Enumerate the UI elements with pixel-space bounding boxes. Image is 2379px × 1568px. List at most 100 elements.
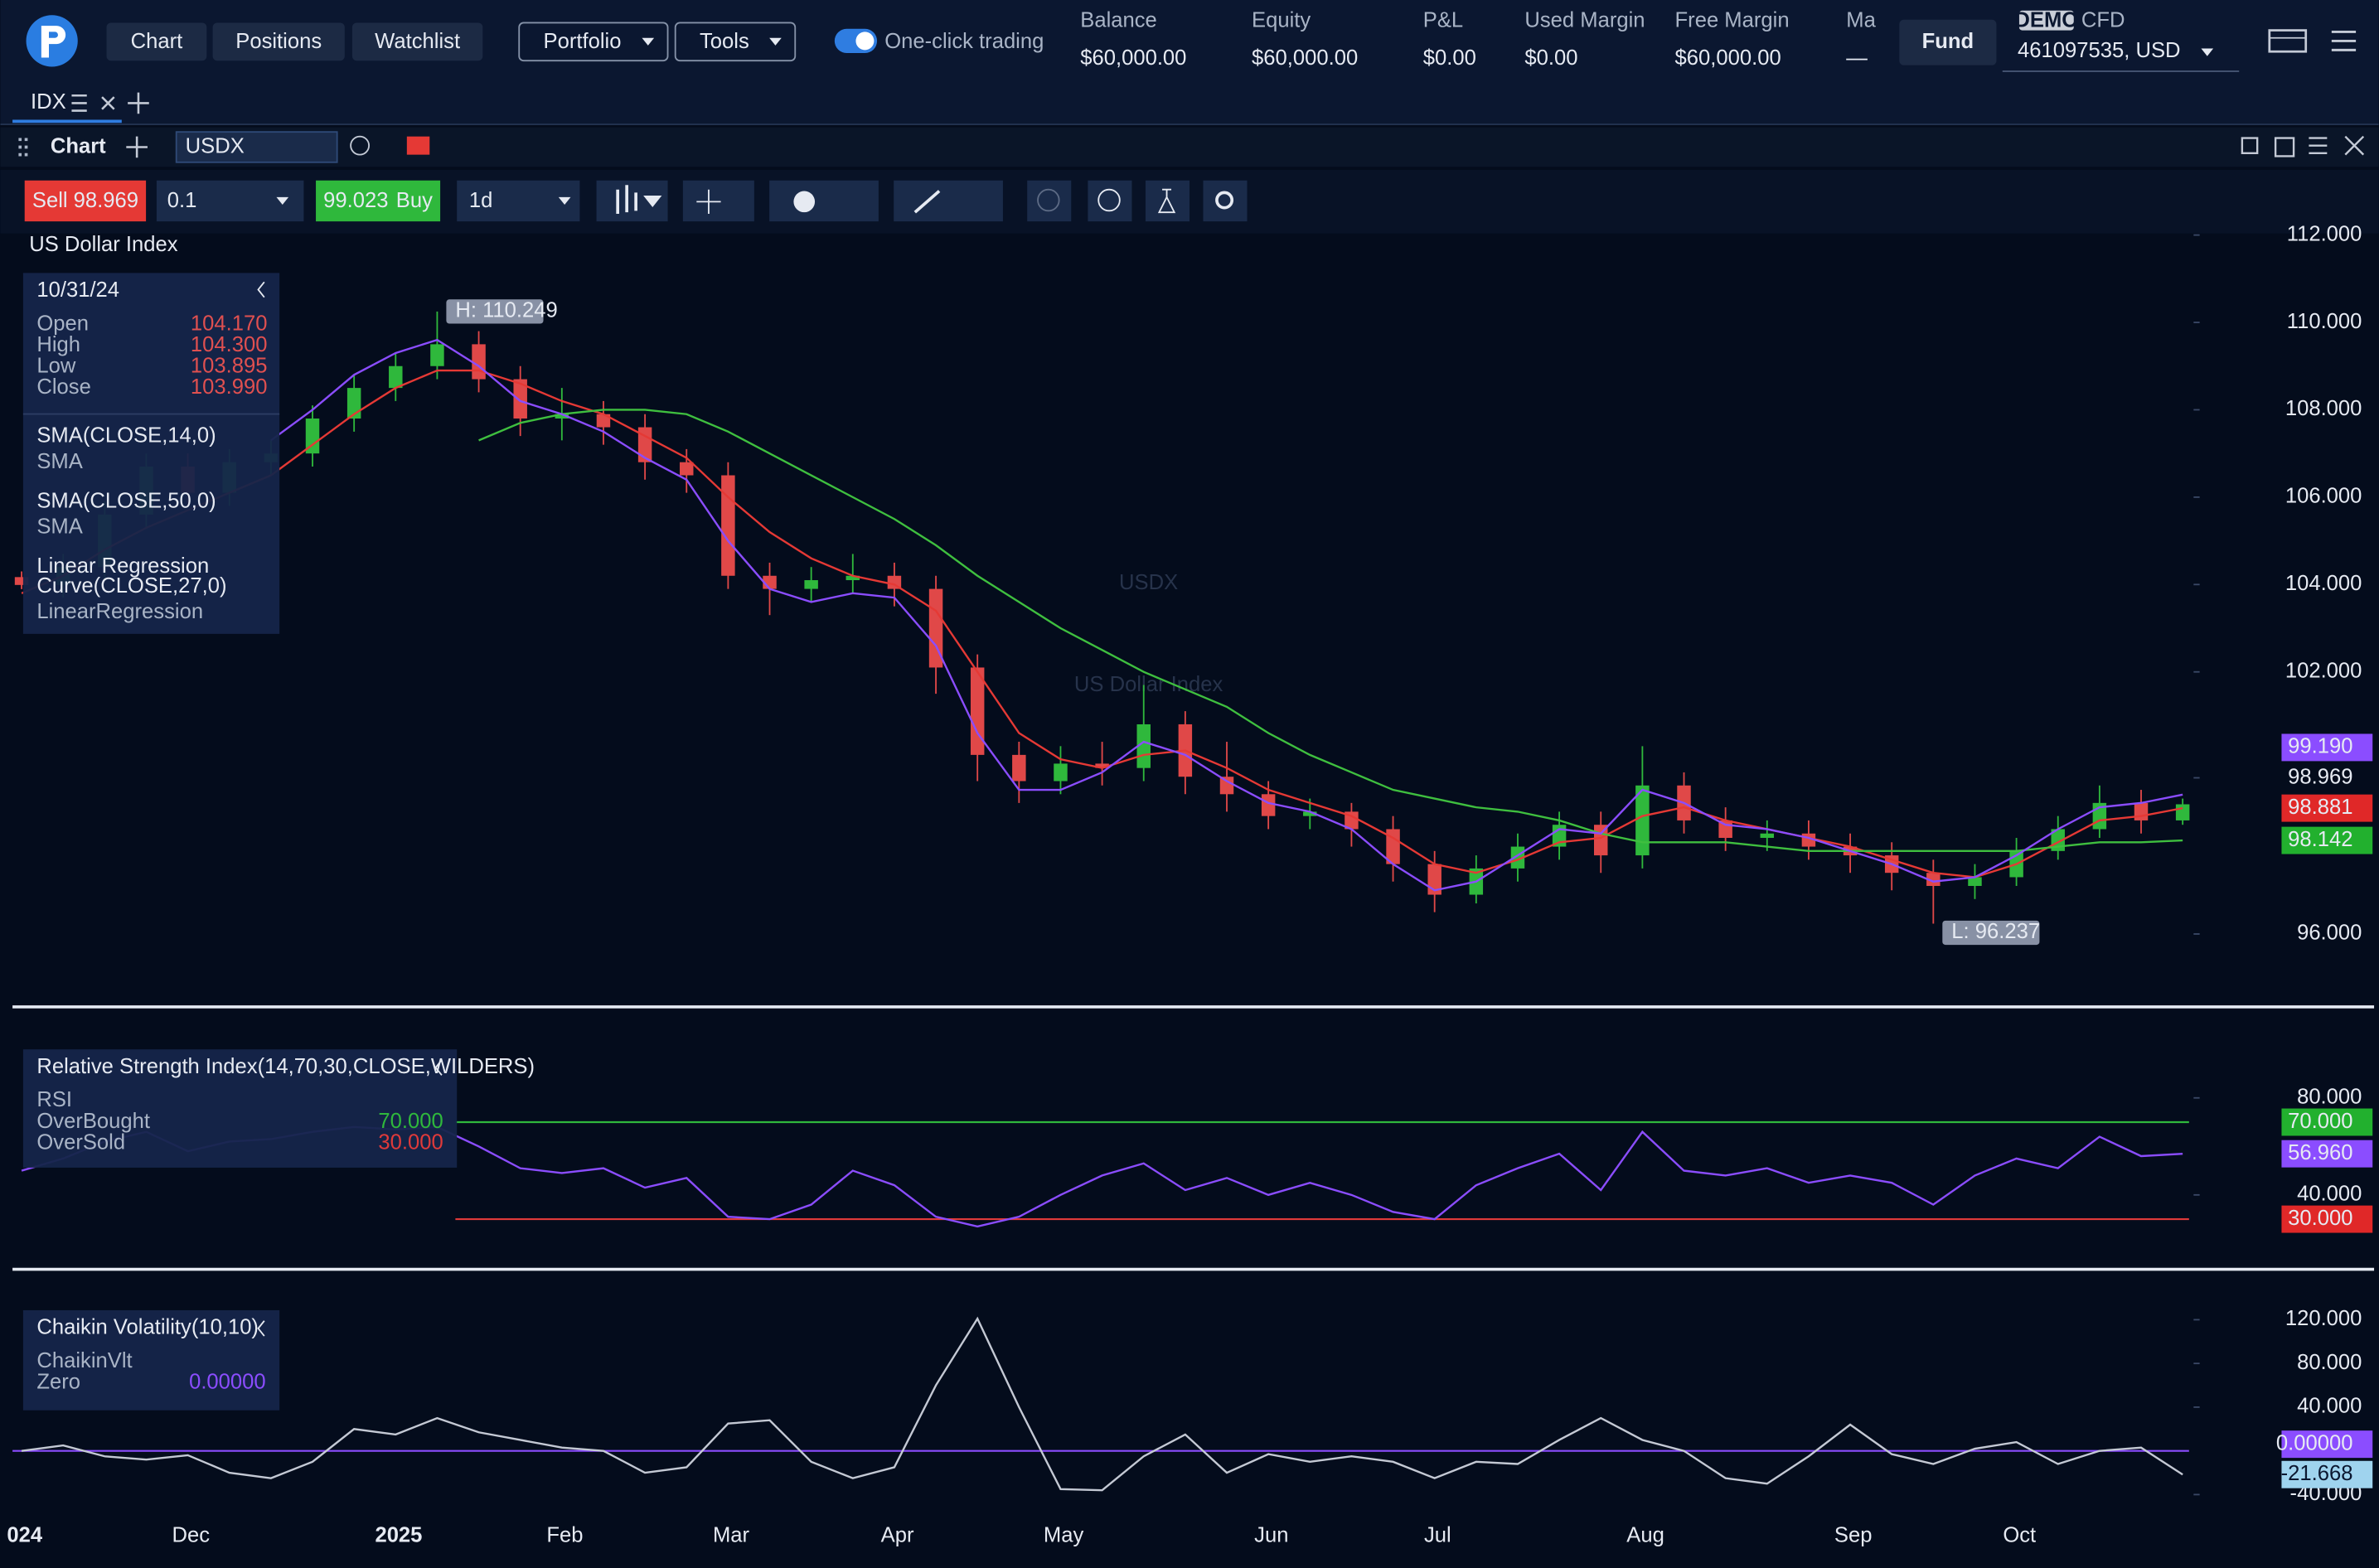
menu-icon[interactable]	[2331, 30, 2357, 51]
x-tick-label: Oct	[2003, 1523, 2036, 1546]
price-tag	[2281, 733, 2373, 762]
candle-body	[1012, 754, 1026, 782]
x-tick-label: 2025	[375, 1523, 422, 1546]
price-tag	[2281, 826, 2373, 854]
y-tick-label: 80.000	[2297, 1351, 2362, 1374]
candle-body	[1968, 877, 1982, 887]
symbol-input[interactable]	[175, 131, 338, 163]
time-icon	[793, 191, 816, 213]
nav-label: Chart	[131, 30, 183, 53]
legend-label: Zero	[36, 1371, 80, 1394]
legend-sub: ChaikinVlt	[36, 1349, 132, 1372]
account-id[interactable]: 461097535, USD	[2018, 39, 2181, 62]
candle-body	[1054, 763, 1068, 782]
menu-button[interactable]	[674, 22, 797, 62]
price-tag	[2281, 1460, 2373, 1488]
y-tick-label: 108.000	[2285, 397, 2362, 420]
panel-title: Chart	[51, 134, 106, 157]
window-icons[interactable]	[2241, 135, 2365, 157]
legend-value: 70.000	[378, 1110, 443, 1133]
demo-badge	[2018, 10, 2074, 31]
stat-value: —	[1846, 46, 1868, 70]
buy-price: 99.023	[323, 189, 388, 212]
x-tick-label: Sep	[1834, 1523, 1873, 1546]
settings-button[interactable]	[1203, 180, 1248, 222]
y-tick-label: 80.000	[2297, 1086, 2362, 1109]
quantity-select[interactable]	[156, 180, 304, 222]
stat-label: Ma	[1846, 8, 1876, 31]
candle-body	[1386, 829, 1400, 864]
candle-body	[721, 475, 735, 576]
nav-button[interactable]	[212, 22, 345, 61]
y-tick-label: 102.000	[2285, 659, 2362, 682]
account-caret	[2201, 48, 2214, 56]
demo-text: DEMO	[2014, 8, 2078, 31]
fund-button[interactable]	[1899, 19, 1997, 65]
zoom-out-button[interactable]	[1027, 180, 1072, 222]
draw-button[interactable]	[894, 180, 1003, 222]
sell-button[interactable]	[24, 180, 147, 222]
interval-select[interactable]	[457, 180, 580, 222]
candle-body	[1095, 763, 1109, 768]
price-tag	[2281, 1205, 2373, 1233]
crosshair-icon	[696, 189, 721, 214]
stat-label: Used Margin	[1524, 8, 1645, 31]
studies-button[interactable]	[1145, 180, 1190, 222]
candle-body	[305, 419, 320, 454]
info-value: 104.170	[191, 312, 268, 335]
price-tag-label: 98.881	[2288, 796, 2352, 819]
tab-icons[interactable]	[71, 92, 149, 114]
sell-price: 98.969	[74, 189, 138, 212]
x-tick-label: Mar	[713, 1523, 750, 1546]
menu-button[interactable]	[518, 22, 669, 62]
collapse-icon[interactable]	[257, 281, 265, 298]
price-tag	[2281, 794, 2373, 822]
settings-icon	[1215, 191, 1234, 210]
candle-body	[14, 577, 29, 585]
legend-sub: RSI	[36, 1088, 72, 1111]
stat-label: Free Margin	[1675, 8, 1790, 31]
buy-button[interactable]	[316, 180, 441, 222]
nav-button[interactable]	[106, 22, 207, 61]
legend-panel	[22, 1309, 280, 1411]
info-value: 103.990	[191, 375, 268, 399]
x-tick-label: Feb	[546, 1523, 583, 1546]
y-tick-label: 110.000	[2287, 310, 2362, 333]
time-button[interactable]	[769, 180, 879, 222]
account-kind: CFD	[2081, 8, 2125, 31]
collapse-icon[interactable]	[257, 1320, 265, 1337]
add-icon[interactable]	[126, 136, 148, 158]
candle-body	[680, 462, 694, 476]
x-tick-label: Jul	[1424, 1523, 1451, 1546]
indicator-name: Curve(CLOSE,27,0)	[36, 574, 226, 598]
candle-body	[1303, 811, 1317, 816]
candle-body	[1635, 785, 1650, 856]
fund-label: Fund	[1922, 30, 1974, 53]
collapse-icon[interactable]	[434, 1059, 443, 1076]
candle-body	[804, 580, 818, 589]
caret	[769, 37, 782, 46]
high-label-box	[446, 299, 544, 324]
layout-icon[interactable]	[2268, 29, 2308, 53]
color-swatch[interactable]	[406, 136, 430, 155]
grip[interactable]	[18, 138, 28, 157]
x-tick-label: 024	[7, 1523, 42, 1546]
legend-title: Chaikin Volatility(10,10)	[36, 1316, 259, 1339]
price-tag-label: 70.000	[2288, 1110, 2352, 1133]
candle-body	[845, 575, 860, 581]
studies-icon	[1157, 188, 1176, 214]
nav-label: Watchlist	[375, 30, 460, 53]
y-tick-label: 120.000	[2285, 1307, 2362, 1330]
candle-body	[970, 667, 985, 755]
price-tag	[2281, 1430, 2373, 1459]
nav-button[interactable]	[351, 22, 483, 61]
price-tag	[2281, 1140, 2373, 1168]
info-date: 10/31/24	[36, 278, 119, 302]
info-icon[interactable]	[350, 135, 370, 156]
price-tag-label: 98.142	[2288, 828, 2352, 851]
zoom-in-button[interactable]	[1088, 180, 1132, 222]
tab-label[interactable]: IDX	[31, 90, 66, 114]
y-tick-label: 40.000	[2297, 1395, 2362, 1418]
x-tick-label: Apr	[881, 1523, 914, 1546]
